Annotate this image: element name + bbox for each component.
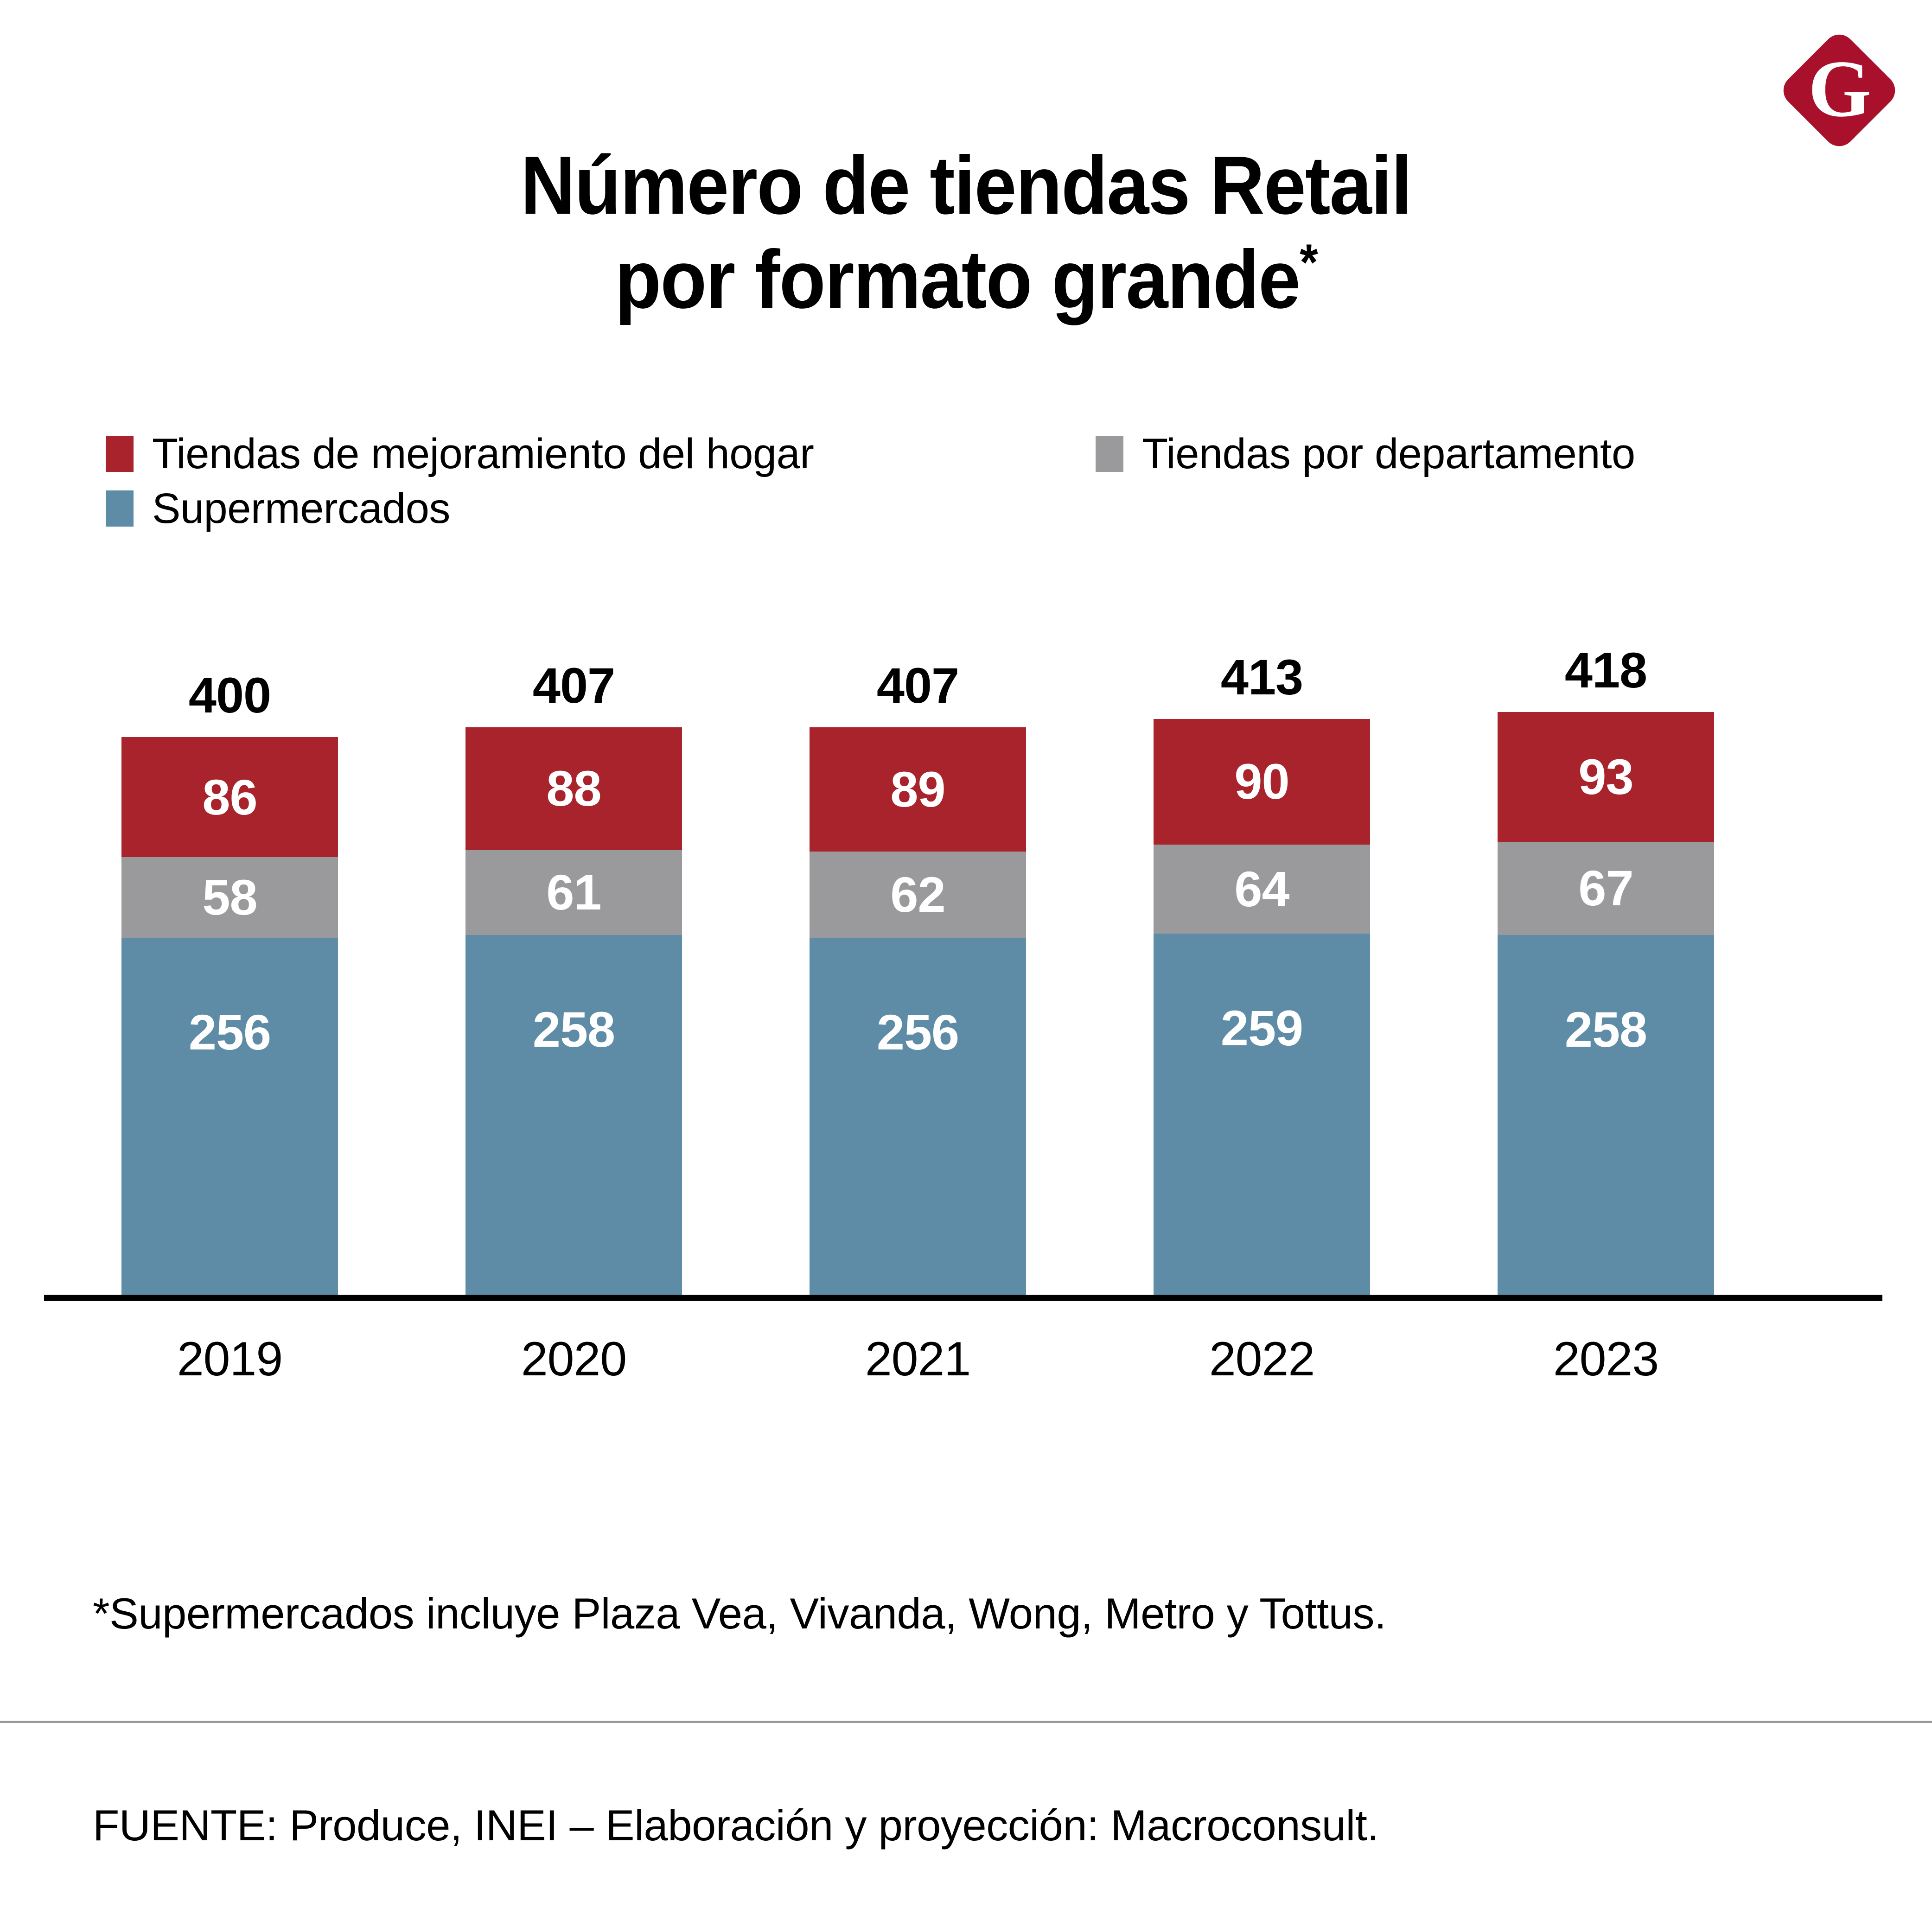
- legend-item-mejoramiento[interactable]: Tiendas de mejoramiento del hogar: [106, 432, 1096, 475]
- bar-segment-value: 256: [188, 1004, 271, 1061]
- footer-divider: [0, 1721, 1932, 1723]
- bar-column-2022[interactable]: 90 64 259 413: [1154, 640, 1370, 1295]
- bar-total-label-2019: 400: [188, 667, 271, 724]
- chart-plot-area: 86 58 256 400 88 61 258 407 89 62 256 407 90 64 259 413…: [121, 640, 1806, 1295]
- page-title: Número de tiendas Retail por formato gra…: [77, 139, 1855, 327]
- bar-column-2019[interactable]: 86 58 256 400: [121, 640, 338, 1295]
- x-tick-label-2019: 2019: [177, 1332, 283, 1386]
- bar-segment-tiendas-de-mejoramiento-del-hogar-2019[interactable]: 86: [121, 737, 338, 857]
- x-axis-tick-labels: 2019 2020 2021 2022 2023: [121, 1335, 1806, 1400]
- legend-row-2: Supermercados: [106, 481, 1728, 536]
- source-text: FUENTE: Produce, INEI – Elaboración y pr…: [93, 1801, 1379, 1850]
- bar-segment-supermercados-2023[interactable]: 258: [1498, 935, 1714, 1295]
- bar-segment-value: 67: [1578, 860, 1633, 916]
- x-tick-label-2022: 2022: [1209, 1332, 1315, 1386]
- bar-column-2020[interactable]: 88 61 258 407: [465, 640, 682, 1295]
- stacked-bar-chart: 86 58 256 400 88 61 258 407 89 62 256 407 90 64 259 413…: [0, 640, 1932, 1326]
- bar-segment-tiendas-por-departamento-2020[interactable]: 61: [465, 850, 682, 935]
- bar-segment-tiendas-por-departamento-2022[interactable]: 64: [1154, 844, 1370, 934]
- bar-segment-tiendas-de-mejoramiento-del-hogar-2020[interactable]: 88: [465, 727, 682, 850]
- legend-swatch-icon-supermercados: [106, 490, 134, 527]
- bar-segment-value: 89: [890, 761, 945, 817]
- bar-segment-supermercados-2019[interactable]: 256: [121, 938, 338, 1295]
- bar-stack: 93 67 258 418: [1498, 645, 1714, 1295]
- bar-segment-tiendas-por-departamento-2019[interactable]: 58: [121, 857, 338, 938]
- legend-label-departamento: Tiendas por departamento: [1142, 430, 1635, 477]
- bar-stack: 88 61 258 407: [465, 661, 682, 1295]
- bar-segment-value: 88: [546, 760, 601, 817]
- x-tick-label-2021: 2021: [865, 1332, 971, 1386]
- legend-item-departamento[interactable]: Tiendas por departamento: [1096, 432, 1635, 475]
- legend-label-mejoramiento: Tiendas de mejoramiento del hogar: [152, 430, 814, 477]
- bar-segment-tiendas-por-departamento-2021[interactable]: 62: [810, 851, 1026, 938]
- bar-segment-supermercados-2022[interactable]: 259: [1154, 934, 1370, 1295]
- chart-legend: Tiendas de mejoramiento del hogar Tienda…: [106, 426, 1728, 536]
- bar-segment-tiendas-por-departamento-2023[interactable]: 67: [1498, 841, 1714, 935]
- bar-segment-value: 256: [876, 1004, 959, 1061]
- bar-segment-value: 61: [546, 864, 601, 921]
- bar-stack: 89 62 256 407: [810, 661, 1026, 1295]
- x-tick-label-2023: 2023: [1553, 1332, 1659, 1386]
- title-line-2: por formato grande: [615, 233, 1301, 326]
- bar-segment-tiendas-de-mejoramiento-del-hogar-2022[interactable]: 90: [1154, 719, 1370, 845]
- bar-segment-value: 258: [1564, 1001, 1647, 1058]
- bar-total-label-2023: 418: [1564, 642, 1647, 699]
- gestion-logo: G: [1777, 28, 1902, 153]
- bar-segment-value: 259: [1220, 1000, 1303, 1056]
- legend-item-supermercados[interactable]: Supermercados: [106, 487, 1096, 530]
- bar-total-label-2021: 407: [876, 657, 959, 714]
- x-tick-label-2020: 2020: [521, 1332, 627, 1386]
- bar-segment-tiendas-de-mejoramiento-del-hogar-2023[interactable]: 93: [1498, 712, 1714, 842]
- footnote-text: *Supermercados incluye Plaza Vea, Vivand…: [93, 1589, 1386, 1638]
- legend-swatch-icon-mejoramiento: [106, 436, 134, 472]
- title-asterisk: *: [1300, 234, 1318, 291]
- bar-stack: 90 64 259 413: [1154, 652, 1370, 1295]
- x-axis-line: [44, 1295, 1882, 1301]
- bar-column-2021[interactable]: 89 62 256 407: [810, 640, 1026, 1295]
- bar-segment-value: 64: [1234, 860, 1289, 917]
- bar-segment-value: 58: [202, 869, 257, 926]
- legend-row-1: Tiendas de mejoramiento del hogar Tienda…: [106, 426, 1728, 481]
- logo-letter: G: [1808, 43, 1871, 134]
- bar-stack: 86 58 256 400: [121, 670, 338, 1295]
- bar-segment-value: 62: [890, 866, 945, 922]
- bar-segment-value: 93: [1578, 748, 1633, 805]
- bar-segment-supermercados-2020[interactable]: 258: [465, 935, 682, 1295]
- bar-segment-supermercados-2021[interactable]: 256: [810, 938, 1026, 1295]
- legend-swatch-icon-departamento: [1096, 436, 1123, 472]
- bar-total-label-2020: 407: [532, 657, 615, 714]
- title-line-1: Número de tiendas Retail: [520, 139, 1412, 232]
- legend-label-supermercados: Supermercados: [152, 485, 450, 532]
- bar-total-label-2022: 413: [1220, 649, 1303, 706]
- bar-segment-value: 86: [202, 769, 257, 825]
- bar-segment-value: 258: [532, 1001, 615, 1058]
- bar-column-2023[interactable]: 93 67 258 418: [1498, 640, 1714, 1295]
- bar-segment-value: 90: [1234, 753, 1289, 810]
- bar-segment-tiendas-de-mejoramiento-del-hogar-2021[interactable]: 89: [810, 727, 1026, 852]
